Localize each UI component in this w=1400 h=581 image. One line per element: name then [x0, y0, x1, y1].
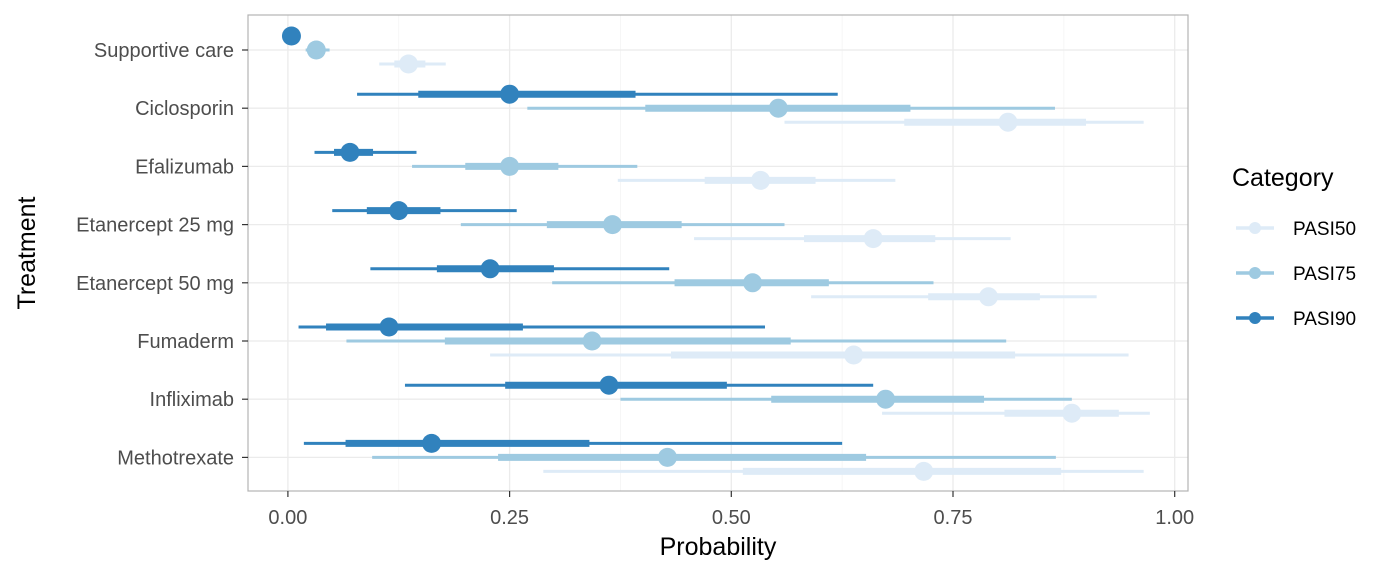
legend-label: PASI75 — [1293, 264, 1356, 285]
plot-panel-border — [247, 14, 1189, 492]
y-tick-label: Fumaderm — [137, 331, 234, 353]
median-point — [422, 433, 442, 453]
x-tick-label: 1.00 — [1155, 507, 1194, 529]
median-point — [399, 54, 419, 74]
median-point — [602, 215, 622, 235]
y-tick-label: Etanercept 25 mg — [76, 215, 234, 237]
median-point — [863, 229, 883, 249]
legend-key-point — [1249, 267, 1261, 279]
y-tick-label: Methotrexate — [117, 447, 234, 469]
legend-title: Category — [1232, 164, 1334, 192]
median-point — [1062, 403, 1082, 423]
median-point — [500, 156, 520, 176]
legend-key-point — [1249, 222, 1261, 234]
y-tick-label: Ciclosporin — [135, 98, 234, 120]
x-tick-label: 0.50 — [712, 507, 751, 529]
median-point — [876, 389, 896, 409]
grid-layer — [248, 15, 1188, 491]
marks-layer — [281, 26, 1150, 481]
legend-label: PASI90 — [1293, 309, 1356, 330]
median-point — [379, 317, 399, 337]
median-point — [500, 84, 520, 104]
median-point — [998, 112, 1018, 132]
y-tick-label: Efalizumab — [135, 156, 234, 178]
x-axis-title: Probability — [660, 533, 777, 561]
median-point — [844, 345, 864, 365]
median-point — [599, 375, 619, 395]
median-point — [281, 26, 301, 46]
median-point — [914, 461, 934, 481]
median-point — [743, 273, 763, 293]
median-point — [306, 40, 326, 60]
x-tick-label: 0.00 — [268, 507, 307, 529]
median-point — [340, 142, 360, 162]
legend-key-point — [1249, 312, 1261, 324]
y-tick-label: Etanercept 50 mg — [76, 273, 234, 295]
median-point — [657, 447, 677, 467]
legend: Category PASI50 PASI75 PASI90 — [1232, 164, 1356, 330]
x-tick-label: 0.25 — [490, 507, 529, 529]
y-tick-label: Supportive care — [94, 40, 234, 62]
y-axis-title: Treatment — [13, 196, 41, 309]
median-point — [768, 98, 788, 118]
median-point — [978, 287, 998, 307]
legend-label: PASI50 — [1293, 219, 1356, 240]
median-point — [582, 331, 602, 351]
median-point — [480, 259, 500, 279]
y-tick-label: Infliximab — [150, 389, 234, 411]
x-tick-label: 0.75 — [934, 507, 973, 529]
axes-layer: 0.00 0.25 0.50 0.75 1.00 Supportive care Ciclo… — [76, 40, 1194, 529]
median-point — [389, 201, 409, 221]
median-point — [751, 170, 771, 190]
